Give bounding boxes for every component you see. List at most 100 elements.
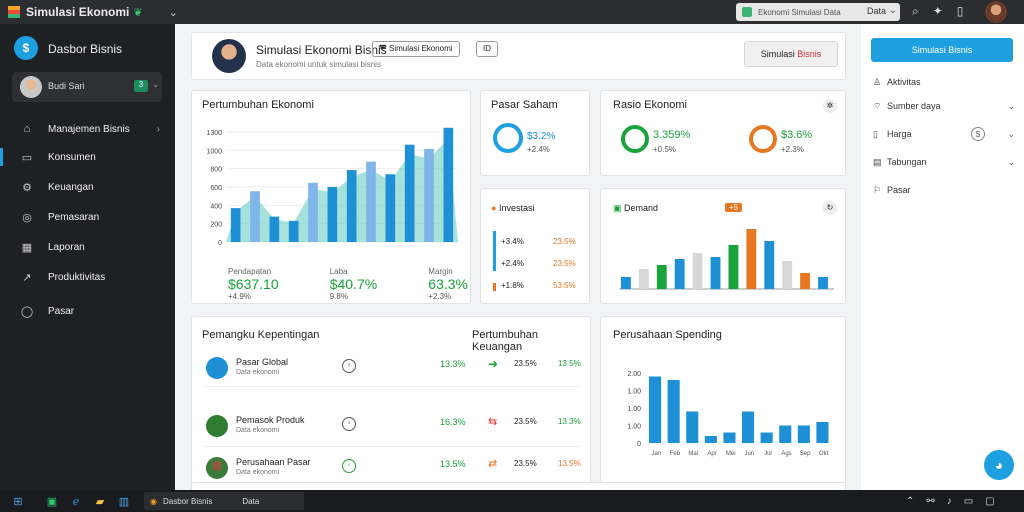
sidebar-item-label: Manajemen Bisnis: [48, 123, 130, 135]
app-icon: ◉: [150, 496, 157, 506]
sidebar-item-finance[interactable]: ⚙ Keuangan: [10, 176, 168, 198]
chevron-up-icon[interactable]: ⌃: [906, 495, 915, 507]
puzzle-icon[interactable]: ✦: [932, 4, 943, 18]
demand-chart: [619, 229, 834, 290]
simulate-button[interactable]: Simulasi Bisnis: [744, 41, 838, 67]
x-tick-label: Apr: [707, 451, 716, 457]
info-icon[interactable]: ◦: [342, 417, 356, 431]
taskbar-app-button[interactable]: ◉ Dasbor Bisnis Data: [144, 492, 304, 510]
sidebar-item-market[interactable]: ◯ Pasar: [10, 300, 168, 322]
y-tick-label: 1.00: [627, 389, 641, 396]
sidebar-item-marketing[interactable]: ◎ Pemasaran: [10, 206, 168, 228]
chevron-down-icon[interactable]: ⌄: [152, 79, 160, 89]
apps-icon[interactable]: ▥: [118, 495, 130, 508]
ratio-ring-b: [749, 125, 777, 153]
folder-icon[interactable]: ▰: [95, 495, 105, 508]
settings-icon[interactable]: ✲: [823, 99, 837, 113]
stat-block: Laba $40.7% 9.8%: [329, 267, 378, 301]
y-tick-label: 1.00: [627, 424, 641, 431]
windows-start-icon[interactable]: ⊞: [13, 495, 23, 508]
chart-bar: [692, 253, 703, 289]
right-item-market[interactable]: ⚐ Pasar: [873, 184, 911, 196]
refresh-icon[interactable]: ↻: [823, 201, 837, 215]
stakeholders-card: Pemangku Kepentingan Pertumbuhan Keuanga…: [191, 316, 591, 490]
notification-icon[interactable]: ▢: [985, 495, 995, 507]
globe-icon: ◎: [22, 211, 32, 224]
investment-card: ● Investasi +3.4% 23.5% +2.4% 23.5% +1.8…: [480, 188, 590, 304]
chevron-down-icon: ⌄: [1007, 128, 1015, 139]
app-logo-icon: [8, 6, 20, 18]
chat-icon: ◚: [379, 44, 389, 53]
search-dropdown-icon[interactable]: ⌄: [888, 5, 897, 16]
card-title: Rasio Ekonomi: [613, 99, 687, 111]
store-icon[interactable]: ▣: [46, 495, 58, 508]
pin-icon: ◯: [20, 305, 34, 318]
right-panel: Simulasi Bisnis ♙ Aktivitas ⌔ Sumber daya ⌄…: [861, 24, 1024, 490]
chevron-down-icon[interactable]: ⌄: [168, 6, 178, 19]
sidebar-item-management[interactable]: ⌂ Manajemen Bisnis ›: [10, 118, 168, 140]
chart-bar: [404, 144, 415, 242]
chart-bar: [742, 411, 755, 443]
network-icon[interactable]: ⚯: [926, 495, 935, 507]
ratio-card: Rasio Ekonomi ✲ 3.359% +0.5% $3.6% +2.3%: [600, 90, 846, 176]
simulate-business-button[interactable]: Simulasi Bisnis: [871, 38, 1013, 62]
avatar: [206, 457, 228, 479]
id-button[interactable]: ID: [476, 41, 498, 57]
doc-icon: ▭: [21, 151, 33, 164]
search-data-button[interactable]: Data: [866, 6, 886, 16]
x-tick-label: Jan: [651, 451, 661, 457]
chart-bar: [782, 261, 793, 289]
profit-ring: [493, 123, 523, 153]
exchange-icon: ⇄: [488, 458, 498, 470]
y-tick-label: 1000: [206, 148, 222, 155]
gear-icon: ⚙: [22, 181, 32, 194]
ratio-sub-a: +0.5%: [653, 145, 676, 154]
user-chip[interactable]: Budi Sari 3 ⌄: [12, 72, 162, 102]
sidebar-item-reports[interactable]: ▦ Laporan: [10, 236, 168, 258]
card-title: Pertumbuhan Keuangan: [472, 329, 539, 353]
title-bar: Simulasi Ekonomi ❦ ⌄ Ekonomi Simulasi Da…: [0, 0, 1024, 24]
profit-value: $3.2%: [527, 131, 556, 142]
table-row[interactable]: Perusahaan Pasar Data ekonomi ◦ 13.5% ⇄ …: [202, 453, 582, 489]
chat-fab-button[interactable]: ◕: [984, 450, 1014, 480]
right-item-activity[interactable]: ♙ Aktivitas: [873, 76, 921, 88]
chart-bar: [308, 182, 318, 242]
avatar: [212, 39, 246, 73]
volume-icon[interactable]: ♪: [946, 495, 952, 507]
chart-bar: [649, 376, 662, 443]
profit-sub: +2.4%: [527, 145, 550, 154]
user-avatar[interactable]: [985, 1, 1007, 23]
chevron-down-icon: ⌄: [1007, 156, 1015, 167]
chart-bar: [686, 411, 699, 443]
edge-icon[interactable]: ℯ: [72, 495, 80, 508]
card-title: Pasar Saham: [491, 99, 558, 111]
avatar: [206, 357, 228, 379]
user-name: Budi Sari: [48, 81, 85, 91]
search-text: Ekonomi Simulasi Data: [758, 7, 841, 17]
info-icon[interactable]: ◦: [342, 459, 356, 473]
right-item-price[interactable]: ▯ Harga $ ⌄: [873, 127, 1015, 141]
info-icon[interactable]: ◦: [342, 359, 356, 373]
phone-icon[interactable]: ▯: [956, 4, 964, 18]
battery-icon[interactable]: ▭: [963, 495, 974, 507]
sidebar-item-productivity[interactable]: ↗ Produktivitas: [10, 266, 168, 288]
chart-bar: [269, 216, 280, 242]
table-row[interactable]: Pemasok Produk Data ekonomi ◦ 16.3% ⇆ 23…: [202, 411, 582, 447]
spending-card: Perusahaan Spending 2.00 1.00 1.00 1.00 0 Jan…: [600, 316, 846, 490]
search-icon[interactable]: ⌕: [912, 4, 919, 18]
chart-bar: [723, 432, 736, 443]
search-box[interactable]: Ekonomi Simulasi Data Data ⌄: [736, 3, 900, 21]
chart-bar: [443, 127, 454, 242]
stat-block: Margin 63.3% +2.3%: [428, 267, 468, 301]
right-item-resources[interactable]: ⌔ Sumber daya ⌄: [873, 100, 1015, 112]
status-badge: +5: [725, 203, 743, 212]
card-title: ▣ Demand: [613, 203, 659, 213]
x-tick-label: Sep: [800, 451, 811, 457]
table-row[interactable]: Pasar Global Data ekonomi ◦ 13.3% ➜ 23.5…: [202, 351, 582, 387]
tag-button[interactable]: ◚ Simulasi Ekonomi: [372, 41, 460, 57]
flag-icon: ⚐: [873, 184, 882, 195]
y-tick-label: 0: [637, 441, 641, 448]
right-item-savings[interactable]: ▤ Tabungan ⌄: [873, 156, 1015, 168]
chart-bar: [250, 191, 260, 242]
sidebar-item-consumers[interactable]: ▭ Konsumen: [0, 146, 168, 168]
